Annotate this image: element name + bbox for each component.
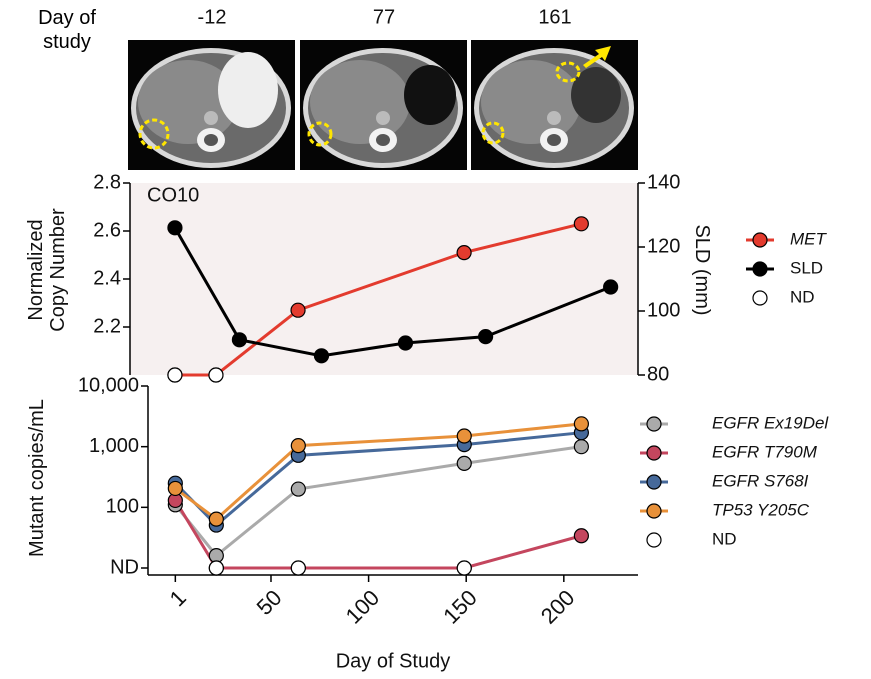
legend-label: EGFR S768I [712, 471, 809, 490]
legend-label: MET [790, 229, 828, 248]
data-point [574, 440, 588, 454]
data-point [574, 217, 588, 231]
legend-marker [647, 475, 661, 489]
ct-scan [128, 40, 295, 170]
legend-marker [753, 233, 767, 247]
scan-day: -12 [198, 6, 227, 28]
ct-scan [471, 40, 638, 170]
legend-label: ND [712, 529, 737, 548]
y-tick-label: 1,000 [89, 435, 139, 457]
y-axis-title: Mutant copies/mL [15, 368, 59, 588]
data-point [457, 429, 471, 443]
data-point [314, 349, 328, 363]
y-tick-label: 100 [106, 496, 139, 518]
chart-annotation: CO10 [147, 184, 199, 206]
data-point [209, 512, 223, 526]
data-point [574, 529, 588, 543]
legend-label: EGFR Ex19Del [712, 413, 829, 432]
legend-label: SLD [790, 258, 823, 277]
y-tick-label: 2.2 [93, 315, 121, 337]
y2-axis-title: SLD (mm) [691, 190, 713, 350]
scan-day: 161 [538, 6, 571, 28]
y2-tick-label: 80 [647, 363, 669, 385]
figure: Day of study -12 77 161 2.22.42.62.88010… [0, 0, 871, 679]
legend-marker [647, 417, 661, 431]
ct-scan [300, 40, 467, 170]
legend-label: ND [790, 287, 815, 306]
data-point [457, 246, 471, 260]
y2-tick-label: 100 [647, 299, 680, 321]
legend-marker [647, 504, 661, 518]
y-tick-label: 2.8 [93, 171, 121, 193]
y-tick-label: ND [110, 556, 139, 578]
legend-marker [647, 533, 661, 547]
legend-marker [753, 262, 767, 276]
x-axis-title: Day of Study [336, 650, 451, 672]
legend-label: EGFR T790M [712, 442, 818, 461]
y-tick-label: 2.6 [93, 219, 121, 241]
x-tick-label: 1 [165, 585, 191, 611]
legend-marker [647, 446, 661, 460]
data-point [291, 482, 305, 496]
x-tick-label: 150 [438, 585, 482, 629]
data-point [209, 368, 223, 382]
y-tick-label: 10,000 [78, 374, 139, 396]
x-tick-label: 200 [536, 585, 580, 629]
data-point [457, 561, 471, 575]
data-point [168, 481, 182, 495]
data-point [457, 456, 471, 470]
legend-label: TP53 Y205C [712, 500, 810, 519]
y-axis-title: Normalized Copy Number [25, 195, 69, 345]
chart: -12 77 161 2.2 2.4 2.6 2.8 80 100 120 140 CO10 ME… [0, 0, 871, 679]
data-point [168, 368, 182, 382]
series-line [175, 500, 581, 568]
legend-marker [753, 291, 767, 305]
data-point [291, 303, 305, 317]
y2-tick-label: 120 [647, 235, 680, 257]
data-point [291, 561, 305, 575]
y-tick-label: 2.4 [93, 267, 121, 289]
data-point [604, 280, 618, 294]
x-tick-label: 100 [341, 585, 385, 629]
data-point [168, 221, 182, 235]
x-tick-label: 50 [252, 585, 287, 620]
data-point [232, 333, 246, 347]
data-point [479, 330, 493, 344]
scan-day: 77 [373, 6, 395, 28]
data-point [574, 417, 588, 431]
series-line [175, 433, 581, 525]
y2-tick-label: 140 [647, 171, 680, 193]
data-point [209, 561, 223, 575]
data-point [291, 439, 305, 453]
data-point [398, 336, 412, 350]
